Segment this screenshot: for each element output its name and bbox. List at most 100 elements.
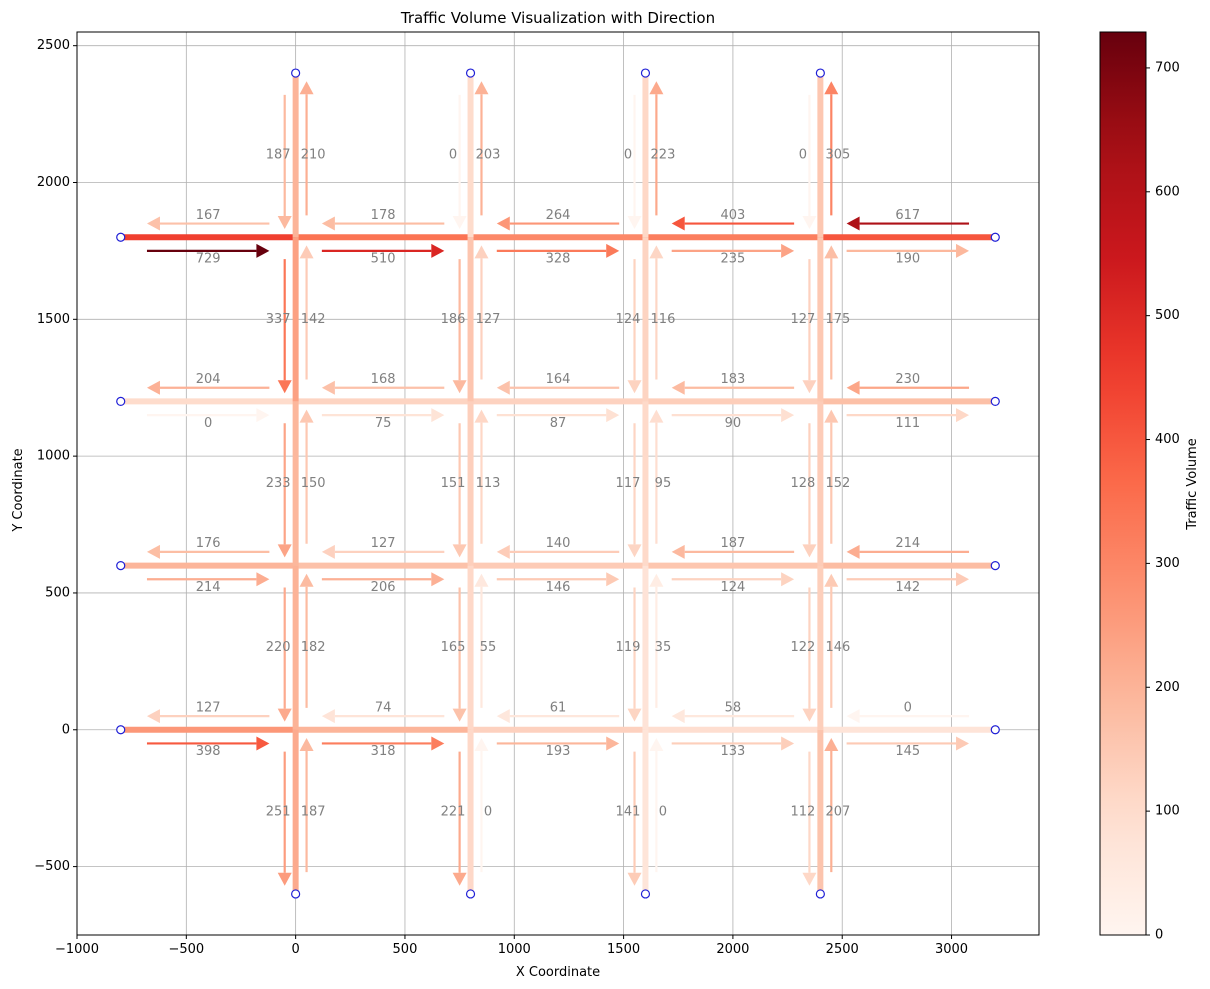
eastbound-volume-label: 190 bbox=[895, 252, 920, 267]
colorbar-tick-label: 200 bbox=[1155, 680, 1180, 695]
eastbound-volume-label: 206 bbox=[371, 580, 396, 595]
southbound-volume-label: 122 bbox=[790, 640, 815, 655]
northbound-volume-label: 116 bbox=[651, 312, 676, 327]
northbound-volume-label: 146 bbox=[825, 640, 850, 655]
x-tick-label: 1000 bbox=[498, 942, 531, 957]
northbound-volume-label: 0 bbox=[659, 804, 667, 819]
westbound-arrow bbox=[496, 216, 620, 231]
northbound-arrow bbox=[649, 81, 664, 216]
eastbound-arrow bbox=[496, 243, 620, 258]
boundary-node bbox=[291, 68, 301, 78]
eastbound-volume-label: 0 bbox=[204, 416, 212, 431]
eastbound-arrow bbox=[846, 243, 970, 258]
westbound-arrow bbox=[321, 709, 445, 724]
westbound-arrow bbox=[496, 380, 620, 395]
northbound-volume-label: 187 bbox=[301, 804, 326, 819]
eastbound-arrow bbox=[671, 243, 795, 258]
southbound-arrow bbox=[277, 587, 292, 722]
southbound-volume-label: 127 bbox=[790, 312, 815, 327]
westbound-arrow bbox=[321, 544, 445, 559]
westbound-volume-label: 183 bbox=[720, 372, 745, 387]
southbound-volume-label: 124 bbox=[616, 312, 641, 327]
westbound-arrow bbox=[671, 544, 795, 559]
eastbound-volume-label: 398 bbox=[196, 744, 221, 759]
westbound-arrow bbox=[496, 709, 620, 724]
westbound-arrow bbox=[146, 380, 270, 395]
westbound-volume-label: 264 bbox=[546, 208, 571, 223]
southbound-arrow bbox=[627, 94, 642, 230]
northbound-arrow bbox=[299, 245, 314, 380]
westbound-arrow bbox=[321, 380, 445, 395]
southbound-arrow bbox=[452, 94, 467, 230]
westbound-volume-label: 167 bbox=[196, 208, 221, 223]
southbound-arrow bbox=[452, 423, 467, 558]
node-layer bbox=[116, 68, 1000, 899]
y-tick-label: 1000 bbox=[37, 449, 70, 464]
colorbar-tick-label: 0 bbox=[1155, 928, 1163, 943]
northbound-arrow bbox=[649, 245, 664, 380]
colorbar-tick-label: 700 bbox=[1155, 60, 1180, 75]
colorbar-tick-label: 500 bbox=[1155, 308, 1180, 323]
northbound-volume-label: 35 bbox=[655, 640, 672, 655]
southbound-arrow bbox=[627, 587, 642, 722]
southbound-arrow bbox=[277, 259, 292, 394]
y-tick-label: 2000 bbox=[37, 175, 70, 190]
northbound-arrow bbox=[824, 573, 839, 708]
southbound-arrow bbox=[277, 423, 292, 558]
southbound-arrow bbox=[802, 423, 817, 558]
eastbound-volume-label: 729 bbox=[196, 252, 221, 267]
northbound-arrow bbox=[474, 737, 489, 873]
southbound-arrow bbox=[802, 94, 817, 230]
boundary-node bbox=[291, 889, 301, 899]
eastbound-arrow bbox=[846, 736, 970, 751]
northbound-volume-label: 150 bbox=[301, 476, 326, 491]
grid-layer bbox=[76, 32, 1039, 935]
colorbar-tick-label: 600 bbox=[1155, 184, 1180, 199]
eastbound-arrow bbox=[496, 572, 620, 587]
y-tick-label: 1500 bbox=[37, 312, 70, 327]
northbound-arrow bbox=[299, 409, 314, 544]
westbound-volume-label: 230 bbox=[895, 372, 920, 387]
westbound-volume-label: 58 bbox=[725, 700, 742, 715]
boundary-node bbox=[640, 68, 651, 78]
northbound-arrow bbox=[649, 737, 664, 873]
northbound-volume-label: 175 bbox=[825, 312, 850, 327]
eastbound-volume-label: 510 bbox=[371, 252, 396, 267]
x-axis-label: X Coordinate bbox=[516, 965, 600, 980]
eastbound-arrow bbox=[321, 408, 445, 423]
northbound-volume-label: 210 bbox=[301, 148, 326, 163]
southbound-volume-label: 337 bbox=[266, 312, 291, 327]
northbound-volume-label: 305 bbox=[825, 148, 850, 163]
boundary-node bbox=[990, 725, 1000, 735]
eastbound-volume-label: 87 bbox=[550, 416, 567, 431]
colorbar-gradient bbox=[1099, 31, 1147, 936]
southbound-arrow bbox=[452, 587, 467, 722]
colorbar-label: Traffic Volume bbox=[1185, 438, 1200, 531]
northbound-volume-label: 152 bbox=[825, 476, 850, 491]
westbound-volume-label: 204 bbox=[196, 372, 221, 387]
boundary-node bbox=[815, 68, 825, 78]
eastbound-arrow bbox=[321, 243, 445, 258]
northbound-arrow bbox=[649, 409, 664, 544]
colorbar-tick-label: 400 bbox=[1155, 432, 1180, 447]
eastbound-volume-label: 142 bbox=[895, 580, 920, 595]
westbound-volume-label: 164 bbox=[546, 372, 571, 387]
southbound-volume-label: 112 bbox=[790, 804, 815, 819]
westbound-arrow bbox=[846, 709, 970, 724]
colorbar-tick-label: 100 bbox=[1155, 804, 1180, 819]
southbound-arrow bbox=[277, 94, 292, 230]
westbound-volume-label: 176 bbox=[196, 536, 221, 551]
plot-frame bbox=[76, 31, 1040, 936]
eastbound-arrow bbox=[671, 572, 795, 587]
northbound-volume-label: 207 bbox=[825, 804, 850, 819]
eastbound-arrow bbox=[146, 408, 270, 423]
eastbound-volume-label: 124 bbox=[720, 580, 745, 595]
boundary-node bbox=[640, 889, 651, 899]
southbound-volume-label: 251 bbox=[266, 804, 291, 819]
eastbound-arrow bbox=[846, 408, 970, 423]
westbound-volume-label: 168 bbox=[371, 372, 396, 387]
westbound-arrow bbox=[146, 216, 270, 231]
boundary-node bbox=[116, 232, 126, 242]
boundary-node bbox=[116, 725, 126, 735]
northbound-arrow bbox=[299, 573, 314, 708]
